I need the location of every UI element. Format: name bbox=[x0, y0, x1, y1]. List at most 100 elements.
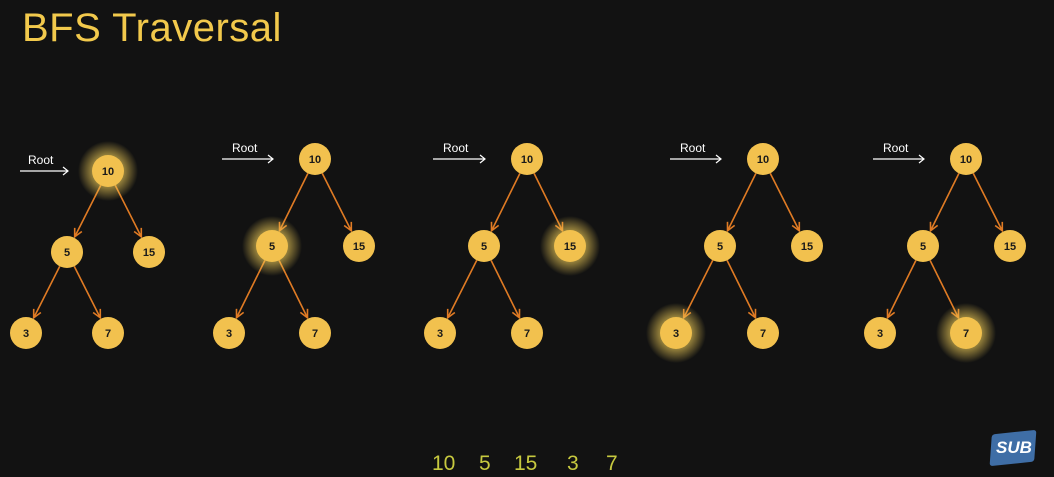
tree-node bbox=[511, 143, 543, 175]
edge-arrow-head-icon bbox=[490, 221, 500, 233]
node-label: 10 bbox=[757, 154, 769, 166]
node-label: 10 bbox=[102, 166, 114, 178]
root-label: Root bbox=[28, 153, 54, 167]
root-arrow-head-icon bbox=[918, 154, 925, 164]
edge-arrow-head-icon bbox=[343, 221, 353, 233]
sub-logo: SUB bbox=[989, 429, 1037, 467]
tree-node bbox=[343, 230, 375, 262]
edge-arrow-head-icon bbox=[511, 308, 521, 320]
node-label: 5 bbox=[920, 241, 926, 253]
edge-arrow-head-icon bbox=[886, 308, 896, 320]
tree-node bbox=[747, 143, 779, 175]
order-item: 5 bbox=[479, 452, 491, 475]
tree-edge bbox=[490, 259, 521, 319]
node-label: 7 bbox=[963, 328, 969, 340]
tree-edge bbox=[929, 172, 960, 232]
tree-node bbox=[92, 317, 124, 349]
node-label: 15 bbox=[143, 247, 155, 259]
tree-edge bbox=[726, 172, 757, 232]
tree-node bbox=[704, 230, 736, 262]
bfs-step-5: Root 10 5 15 3 7 bbox=[864, 141, 1026, 363]
root-arrow-head-icon bbox=[62, 166, 69, 176]
node-label: 5 bbox=[64, 247, 70, 259]
order-item: 15 bbox=[514, 452, 538, 475]
tree-edge bbox=[446, 259, 478, 319]
bfs-step-3: Root 10 5 15 3 7 bbox=[424, 141, 600, 349]
edge-arrow-head-icon bbox=[747, 308, 757, 320]
node-label: 10 bbox=[521, 154, 533, 166]
node-label: 7 bbox=[105, 328, 111, 340]
tree-edge bbox=[73, 265, 102, 319]
tree-node bbox=[950, 317, 982, 349]
tree-node bbox=[864, 317, 896, 349]
tree-node bbox=[791, 230, 823, 262]
tree-edge bbox=[321, 172, 353, 232]
edge-arrow-head-icon bbox=[791, 221, 801, 233]
node-label: 15 bbox=[801, 241, 813, 253]
root-label: Root bbox=[883, 141, 909, 155]
edge-arrow-head-icon bbox=[726, 221, 736, 233]
node-label: 3 bbox=[877, 328, 883, 340]
tree-edge bbox=[769, 172, 801, 232]
root-label: Root bbox=[232, 141, 258, 155]
node-label: 5 bbox=[481, 241, 487, 253]
edge-arrow-head-icon bbox=[929, 221, 939, 233]
tree-node bbox=[511, 317, 543, 349]
tree-node bbox=[133, 236, 165, 268]
node-label: 10 bbox=[960, 154, 972, 166]
node-label: 3 bbox=[226, 328, 232, 340]
node-label: 7 bbox=[312, 328, 318, 340]
edge-arrow-head-icon bbox=[73, 227, 83, 239]
edge-arrow-head-icon bbox=[32, 308, 42, 320]
node-label: 7 bbox=[760, 328, 766, 340]
page-title: BFS Traversal bbox=[22, 6, 282, 50]
root-label: Root bbox=[680, 141, 706, 155]
root-label: Root bbox=[443, 141, 469, 155]
edge-arrow-head-icon bbox=[299, 308, 309, 320]
tree-node bbox=[660, 317, 692, 349]
node-label: 10 bbox=[309, 154, 321, 166]
tree-node bbox=[10, 317, 42, 349]
tree-edge bbox=[886, 259, 917, 319]
root-arrow-head-icon bbox=[267, 154, 274, 164]
bfs-step-4: Root 10 5 15 3 7 bbox=[646, 141, 823, 363]
tree-node bbox=[907, 230, 939, 262]
order-item: 10 bbox=[432, 452, 456, 475]
tree-node bbox=[468, 230, 500, 262]
node-label: 5 bbox=[269, 241, 275, 253]
traversal-order: 10 5 15 3 7 bbox=[0, 452, 1054, 476]
tree-node bbox=[299, 143, 331, 175]
edge-arrow-head-icon bbox=[446, 308, 456, 320]
root-arrow-head-icon bbox=[479, 154, 486, 164]
tree-edge bbox=[726, 259, 757, 319]
node-label: 7 bbox=[524, 328, 530, 340]
edge-arrow-head-icon bbox=[92, 308, 102, 320]
tree-node bbox=[299, 317, 331, 349]
tree-node bbox=[92, 155, 124, 187]
tree-node bbox=[950, 143, 982, 175]
tree-edge bbox=[32, 265, 61, 319]
edge-arrow-head-icon bbox=[133, 227, 143, 239]
order-item: 7 bbox=[606, 452, 618, 475]
node-label: 15 bbox=[564, 241, 576, 253]
bfs-step-2: Root 10 5 15 3 7 bbox=[213, 141, 375, 349]
bfs-step-1: Root 10 5 15 3 7 bbox=[10, 141, 165, 349]
tree-node bbox=[994, 230, 1026, 262]
node-label: 15 bbox=[1004, 241, 1016, 253]
node-label: 3 bbox=[23, 328, 29, 340]
node-label: 3 bbox=[673, 328, 679, 340]
tree-node bbox=[256, 230, 288, 262]
node-label: 15 bbox=[353, 241, 365, 253]
edge-arrow-head-icon bbox=[235, 308, 245, 320]
edge-arrow-head-icon bbox=[994, 221, 1004, 233]
node-label: 5 bbox=[717, 241, 723, 253]
tree-node bbox=[747, 317, 779, 349]
tree-node bbox=[424, 317, 456, 349]
tree-node bbox=[554, 230, 586, 262]
order-item: 3 bbox=[567, 452, 579, 475]
node-label: 3 bbox=[437, 328, 443, 340]
tree-node bbox=[51, 236, 83, 268]
tree-edge bbox=[490, 172, 521, 232]
tree-node bbox=[213, 317, 245, 349]
